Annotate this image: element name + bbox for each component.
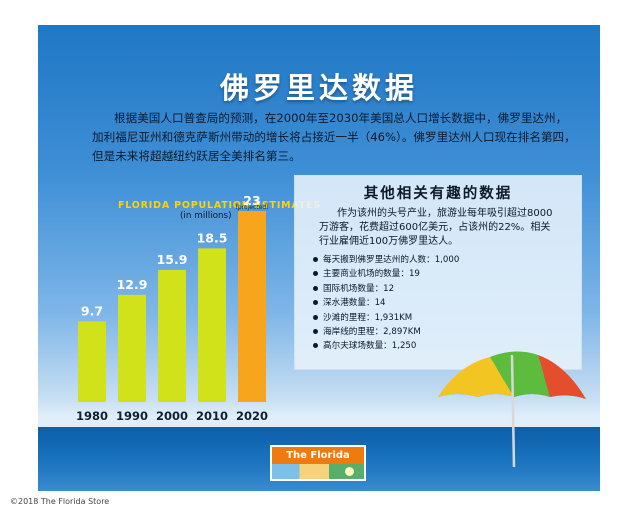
fact-text: 主要商业机场的数量：19 [323, 269, 420, 280]
value-label-2020: 23 [243, 193, 260, 208]
annotation-2020: (projected) [235, 204, 268, 211]
population-bar-chart: 9.7 1980 12.9 1990 15.9 2000 18.5 2010 23 2020 (pr… [76, 193, 269, 423]
fact-text: 海岸线的里程：2,897KM [323, 327, 421, 338]
category-label-2010: 2010 [196, 409, 228, 423]
facts-title: 其他相关有趣的数据 [363, 185, 513, 202]
fact-item: 高尔夫球场数量：1,250 [313, 339, 581, 353]
bar-1980 [78, 321, 106, 402]
bullet-icon [313, 343, 318, 349]
fact-item: 沙滩的里程：1,931KM [313, 311, 581, 325]
intro-paragraph: 根据美国人口普查局的预测，在2000年至2030年美国总人口增长数据中，佛罗里达… [92, 111, 576, 163]
fact-item: 每天搬到佛罗里达州的人数：1,000 [313, 253, 581, 267]
facts-intro: 作为该州的头号产业，旅游业每年吸引超过8000万游客，花费超过600亿美元，占该… [319, 208, 553, 247]
chart-subtitle: (in millions) [180, 211, 232, 221]
copyright-text: ©2018 The Florida Store [10, 497, 110, 506]
bar-2010 [198, 248, 226, 402]
fact-text: 每天搬到佛罗里达州的人数：1,000 [323, 255, 460, 265]
bullet-icon [313, 329, 318, 335]
bullet-icon [313, 271, 318, 277]
facts-list: 每天搬到佛罗里达州的人数：1,000 主要商业机场的数量：19 国际机场数量：1… [313, 253, 581, 354]
category-label-2000: 2000 [156, 409, 188, 423]
fact-text: 国际机场数量：12 [323, 283, 395, 294]
logo-text: The Florida Store [272, 447, 364, 478]
chart-title: FLORIDA POPULATION ESTIMATES [118, 200, 322, 211]
page-title: 佛罗里达数据 [219, 71, 418, 105]
value-label-1980: 9.7 [81, 303, 103, 318]
bullet-icon [313, 257, 318, 262]
logo-picture [272, 464, 364, 479]
fact-item: 国际机场数量：12 [313, 282, 581, 296]
bar-2020 [238, 211, 266, 402]
bar-1990 [118, 294, 146, 402]
facts-panel: 其他相关有趣的数据 作为该州的头号产业，旅游业每年吸引超过8000万游客，花费超… [294, 175, 582, 370]
value-label-2010: 18.5 [197, 230, 228, 245]
poster: 佛罗里达数据 根据美国人口普查局的预测，在2000年至2030年美国总人口增长数… [38, 25, 600, 491]
fact-text: 深水港数量：14 [323, 298, 386, 309]
category-label-1990: 1990 [116, 409, 148, 423]
value-label-1990: 12.9 [117, 277, 148, 292]
bullet-icon [313, 300, 318, 306]
florida-store-logo: The Florida Store [270, 445, 366, 481]
bar-2000 [158, 269, 186, 402]
fact-item: 海岸线的里程：2,897KM [313, 325, 581, 339]
category-label-2020: 2020 [236, 409, 268, 423]
bullet-icon [313, 314, 318, 320]
bullet-icon [313, 285, 318, 291]
fact-item: 主要商业机场的数量：19 [313, 267, 581, 281]
category-label-1980: 1980 [76, 409, 108, 423]
value-label-2000: 15.9 [157, 252, 188, 267]
fact-text: 沙滩的里程：1,931KM [323, 312, 413, 323]
fact-text: 高尔夫球场数量：1,250 [323, 341, 417, 352]
sun-icon [345, 467, 354, 476]
fact-item: 深水港数量：14 [313, 296, 581, 310]
beach-umbrella-icon [438, 351, 586, 468]
